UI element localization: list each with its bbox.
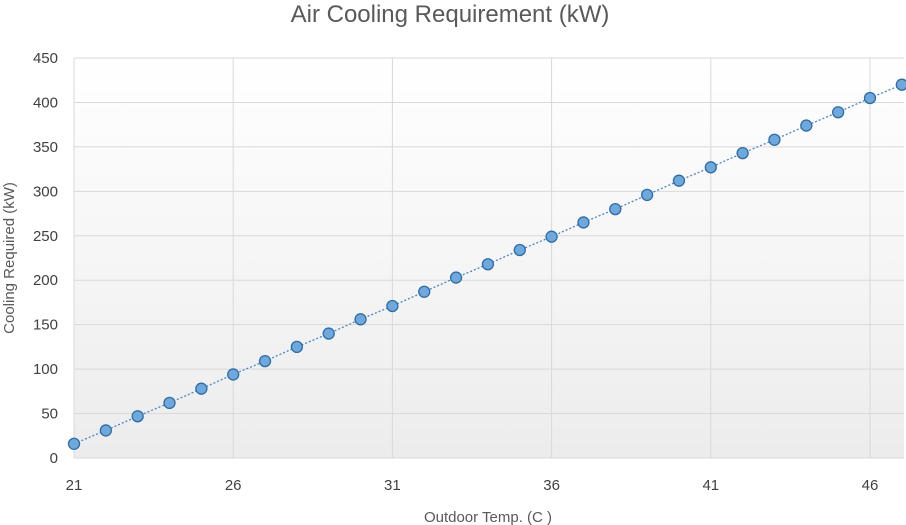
plot-area — [74, 58, 904, 458]
data-point — [672, 174, 686, 187]
y-tick-label: 100 — [33, 361, 58, 378]
y-tick-label: 350 — [33, 139, 58, 156]
y-tick-label: 300 — [33, 183, 58, 200]
data-point — [545, 230, 558, 243]
data-point — [131, 410, 144, 423]
data-point — [768, 133, 781, 146]
data-point — [800, 119, 813, 132]
data-point — [609, 202, 622, 216]
data-point — [227, 368, 240, 381]
data-point — [290, 340, 304, 354]
chart-title: Air Cooling Requirement (kW) — [291, 1, 610, 28]
data-point — [322, 327, 335, 340]
data-point — [832, 106, 845, 119]
data-point — [863, 91, 877, 105]
tick-layer: 0 50 100 150 200 250 300 350 400 450 21 26 31 36 41 46 — [33, 50, 878, 494]
series-line — [73, 84, 903, 445]
y-tick-label: 200 — [33, 272, 58, 289]
data-point — [418, 285, 431, 298]
data-point — [99, 424, 112, 437]
x-tick-label: 21 — [66, 477, 83, 494]
y-tick-label: 250 — [33, 228, 58, 245]
data-point — [67, 437, 81, 450]
data-point — [258, 354, 272, 368]
x-tick-label: 41 — [702, 477, 719, 494]
x-tick-label: 46 — [862, 477, 879, 494]
data-point — [895, 78, 906, 91]
data-point — [736, 146, 749, 160]
y-tick-label: 150 — [33, 317, 58, 334]
data-point — [513, 243, 526, 257]
y-tick-label: 50 — [41, 406, 58, 423]
x-axis-label: Outdoor Temp. (C ) — [424, 509, 552, 525]
data-point — [577, 216, 590, 229]
data-point — [195, 382, 208, 395]
x-tick-label: 36 — [543, 477, 560, 494]
data-point — [481, 258, 495, 271]
x-tick-label: 26 — [225, 477, 242, 494]
y-axis-label: Cooling Required (kW) — [1, 182, 18, 334]
data-point — [163, 396, 176, 410]
grid-layer — [73, 57, 904, 459]
y-tick-label: 450 — [33, 50, 58, 67]
series-layer — [67, 78, 906, 450]
data-point — [386, 299, 399, 313]
data-point — [640, 188, 654, 202]
y-tick-label: 0 — [50, 450, 58, 467]
data-point — [354, 313, 367, 326]
data-point — [704, 161, 717, 174]
x-tick-label: 31 — [384, 477, 401, 494]
data-point — [449, 271, 463, 284]
y-tick-label: 400 — [33, 94, 58, 111]
